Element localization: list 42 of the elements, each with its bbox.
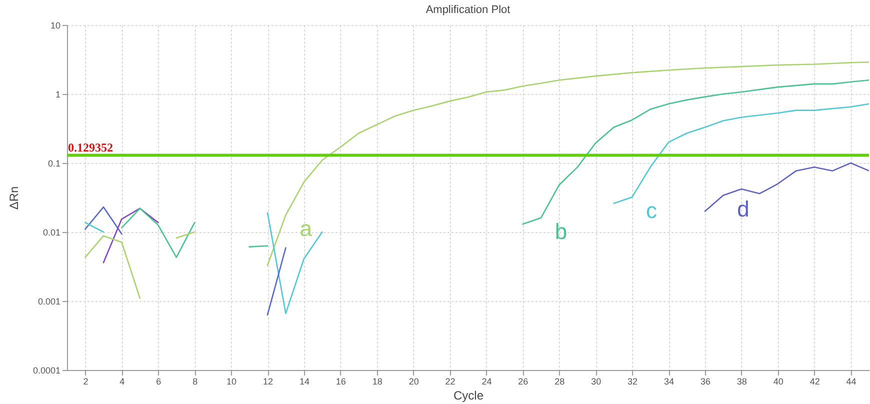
line-series [102,208,159,264]
x-tick-label: 24 [482,376,492,386]
y-tick-label: 0.01 [42,228,60,238]
x-tick-label: 34 [664,376,674,386]
x-tick-label: 18 [372,376,382,386]
line-series [266,212,323,314]
y-axis-title: ΔRn [6,186,21,210]
line-series [121,208,196,258]
y-tick-label: 0.1 [48,158,60,168]
chart-title: Amplification Plot [426,4,510,16]
y-tick-label: 0.0001 [32,366,60,376]
x-tick-label: 12 [262,376,274,386]
y-tick-label: 10 [50,20,60,30]
x-tick-label: 36 [700,376,710,386]
x-tick-label: 16 [336,376,346,386]
ref-line-label: 0.129352 [68,140,113,154]
series-label: a [300,216,313,242]
series-label: b [554,218,568,244]
x-tick-label: 40 [773,376,784,386]
x-tick-label: 4 [120,376,125,386]
series-label: d [737,196,750,222]
x-tick-label: 42 [810,376,820,386]
x-tick-label: 6 [156,376,162,386]
x-tick-label: 20 [408,376,419,386]
x-tick-label: 8 [192,376,198,386]
x-tick-label: 14 [299,376,310,386]
x-tick-label: 22 [445,376,456,386]
x-tick-label: 38 [736,376,747,386]
x-tick-label: 30 [591,376,602,386]
x-tick-label: 10 [226,376,237,386]
line-series [266,61,869,266]
line-series [522,79,869,225]
x-tick-label: 26 [518,376,528,386]
x-axis-title: Cycle [453,388,484,402]
y-tick-label: 0.001 [38,296,60,306]
y-tick-label: 1 [55,90,60,100]
x-tick-label: 44 [846,376,856,386]
x-tick-label: 28 [554,376,565,386]
line-series [84,235,141,299]
x-tick-label: 2 [83,376,88,386]
x-tick-label: 32 [628,376,638,386]
series-label: c [646,198,658,224]
